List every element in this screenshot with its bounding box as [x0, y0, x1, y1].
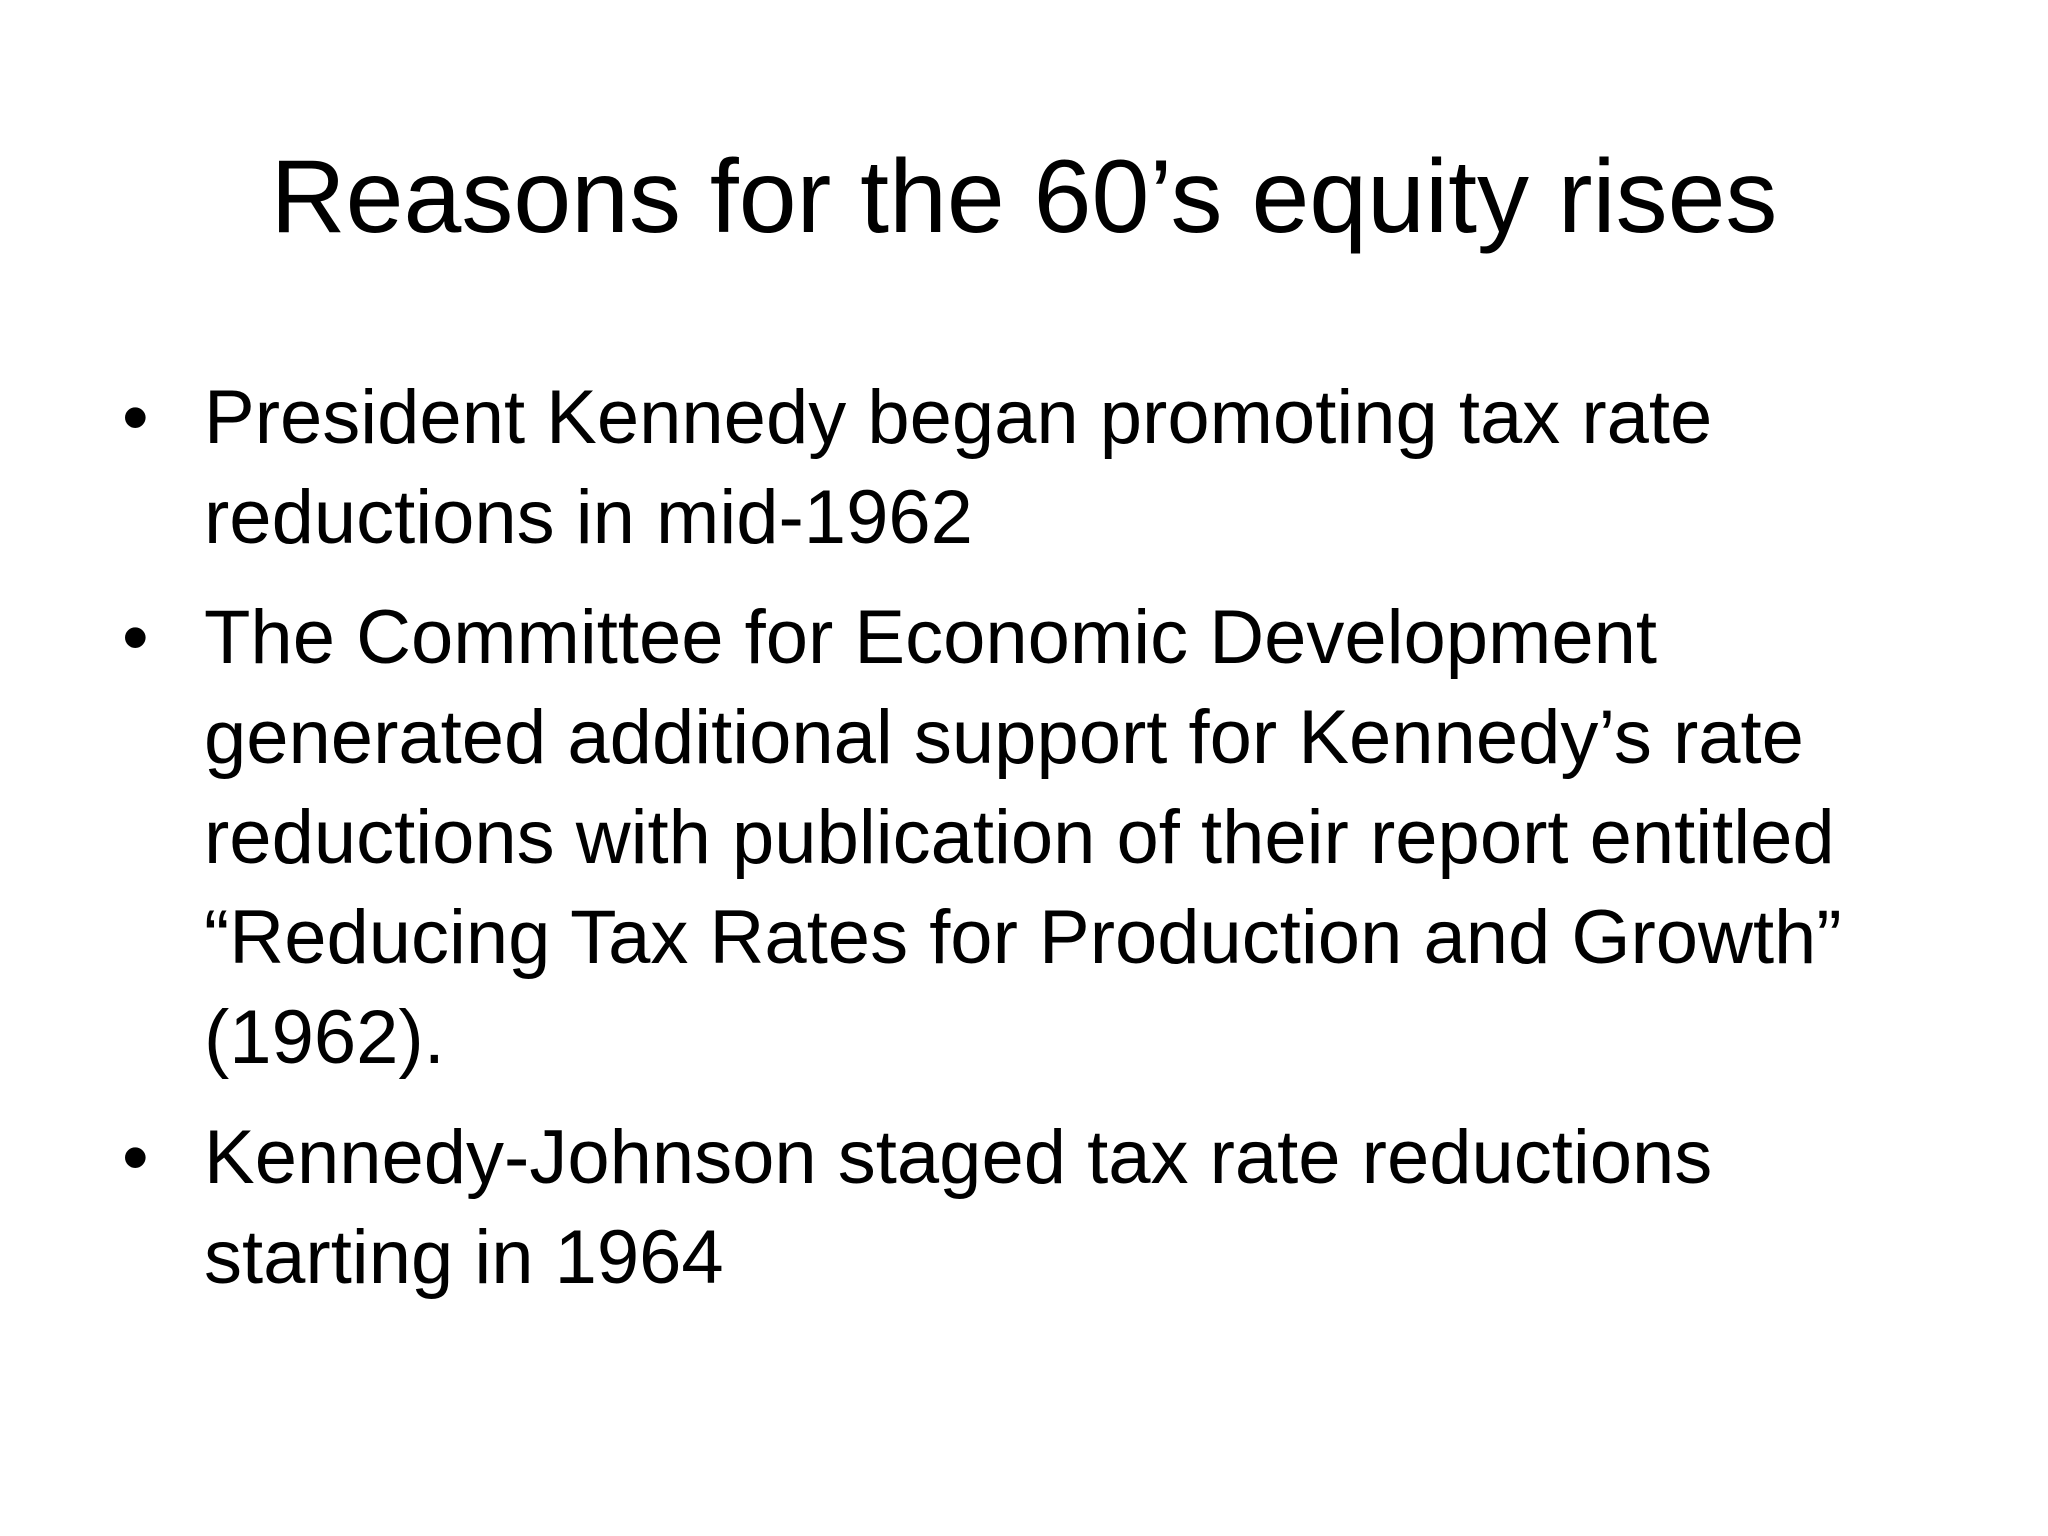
bullet-text: President Kennedy began promoting tax ra… [204, 375, 1713, 560]
bullet-item: • President Kennedy began promoting tax … [122, 368, 1922, 568]
bullet-dot-icon: • [122, 1115, 149, 1200]
bullet-text: Kennedy-Johnson staged tax rate reductio… [204, 1115, 1713, 1300]
bullet-list: • President Kennedy began promoting tax … [122, 368, 1922, 1328]
bullet-dot-icon: • [122, 375, 149, 460]
bullet-dot-icon: • [122, 595, 149, 680]
slide-title: Reasons for the 60’s equity rises [270, 139, 1778, 255]
bullet-item: • Kennedy-Johnson staged tax rate reduct… [122, 1108, 1922, 1308]
bullet-text: The Committee for Economic Development g… [204, 595, 1842, 1080]
bullet-item: • The Committee for Economic Development… [122, 588, 1922, 1088]
